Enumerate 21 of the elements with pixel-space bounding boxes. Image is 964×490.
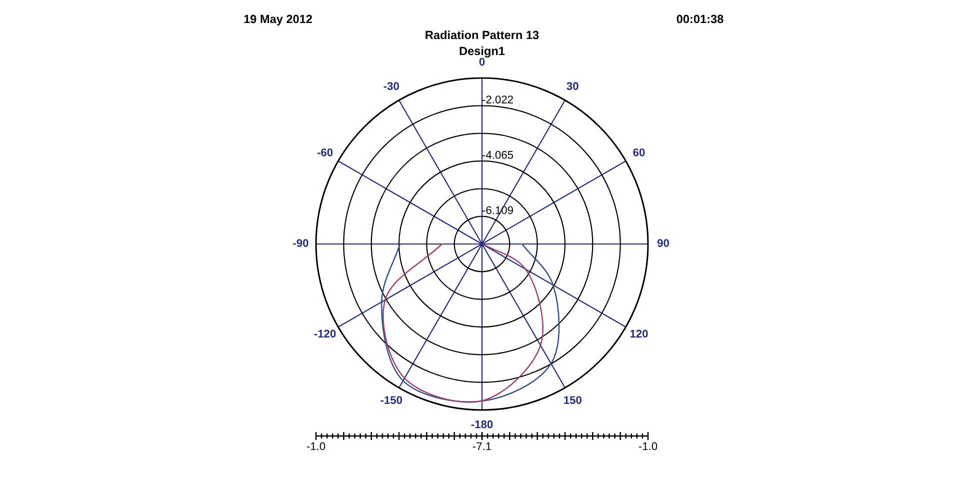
spoke-label: -120 <box>314 330 336 338</box>
chart-title: Radiation Pattern 13 <box>426 30 539 40</box>
spoke-label: -60 <box>317 148 333 156</box>
spoke-label: -90 <box>293 239 308 247</box>
spoke-label: 90 <box>657 239 669 247</box>
text: 19 May 2012 <box>244 14 312 26</box>
y-tick-label: -4.065 <box>482 150 514 159</box>
chart-subtitle: Design1 <box>460 46 505 58</box>
spoke-label: 30 <box>566 82 578 90</box>
spoke-label: 0 <box>479 58 485 66</box>
text: -7.1 <box>472 442 492 450</box>
spoke-label: 150 <box>564 396 582 404</box>
text: -1.0 <box>306 442 326 450</box>
text: 00:01:38 <box>676 14 724 24</box>
spoke-label: -30 <box>384 82 399 90</box>
text: -1.0 <box>638 442 658 450</box>
spoke-label: 60 <box>633 148 645 156</box>
spoke-label: -180 <box>471 420 493 428</box>
y-tick-label: -2.022 <box>482 96 513 104</box>
spoke-label: 120 <box>630 330 648 338</box>
spoke-label: -150 <box>380 396 402 404</box>
